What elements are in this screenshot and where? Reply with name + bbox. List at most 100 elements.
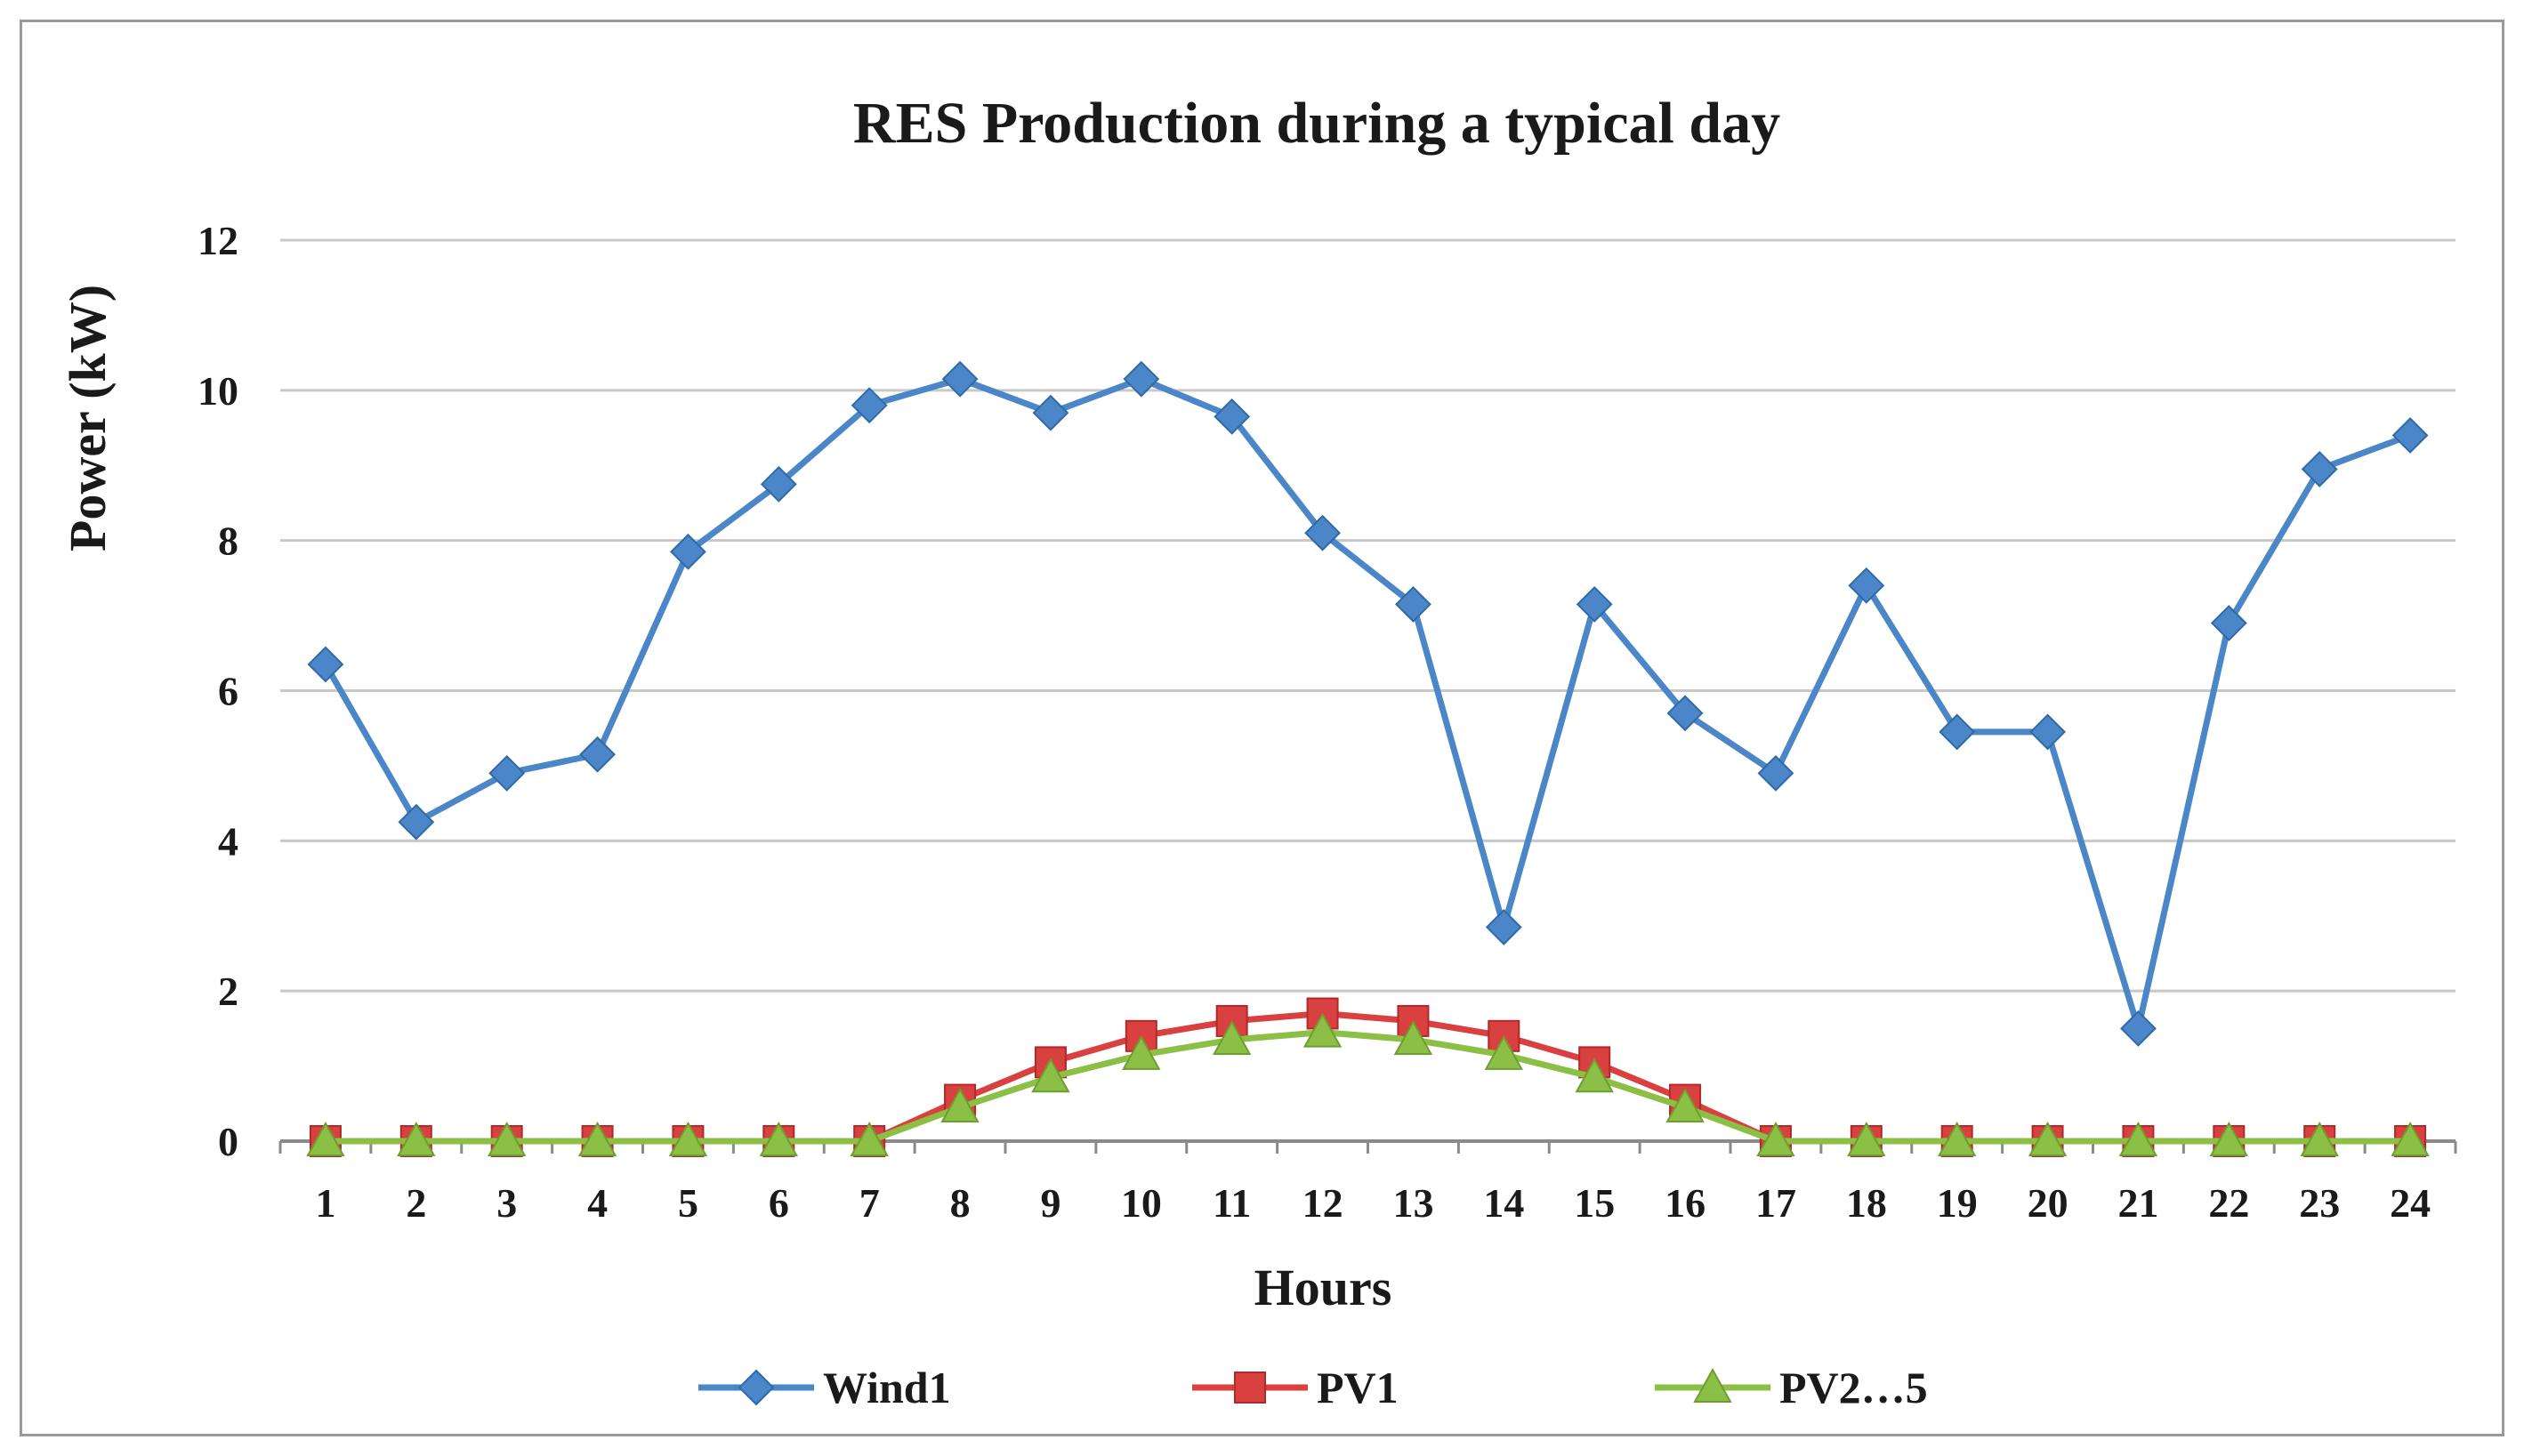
data-point — [941, 360, 979, 398]
x-axis-title: Hours — [1254, 1259, 1392, 1316]
data-point — [2391, 1121, 2430, 1156]
legend-marker — [1693, 1367, 1732, 1403]
data-point — [2120, 1010, 2157, 1047]
data-point — [1122, 1034, 1161, 1070]
series-triangle — [306, 1012, 2430, 1156]
x-tick-label: 6 — [769, 1180, 789, 1226]
data-point — [940, 1087, 980, 1123]
x-tick-label: 14 — [1483, 1180, 1524, 1226]
data-point — [1485, 908, 1522, 945]
series-square — [309, 997, 2427, 1157]
data-point — [1576, 586, 1613, 623]
x-tick-label: 21 — [2117, 1180, 2158, 1226]
x-tick-label: 5 — [678, 1180, 698, 1226]
data-point — [759, 1121, 799, 1156]
data-point — [1665, 1087, 1705, 1123]
data-point — [1756, 1121, 1795, 1156]
x-tick-label: 16 — [1665, 1180, 1706, 1226]
chart-title: RES Production during a typical day — [853, 91, 1780, 156]
x-tick-label: 1 — [315, 1180, 335, 1226]
data-point — [1393, 1019, 1433, 1056]
x-tick-label: 18 — [1846, 1180, 1887, 1226]
data-point — [2391, 417, 2429, 454]
series-line — [322, 375, 2412, 1032]
y-tick-labels: 0 2 4 6 8 10 12 — [198, 218, 238, 1164]
data-point — [488, 754, 526, 792]
data-point — [1302, 1012, 1343, 1048]
y-tick-label: 6 — [218, 669, 238, 714]
x-tick-label: 22 — [2208, 1180, 2249, 1226]
x-tick-label: 17 — [1755, 1180, 1796, 1226]
data-point — [1847, 1121, 1886, 1156]
data-point — [1666, 695, 1704, 732]
data-point — [306, 1121, 345, 1156]
data-point — [1575, 1058, 1614, 1093]
legend-marker — [1234, 1372, 1266, 1404]
legend-marker — [738, 1369, 775, 1406]
series-line — [325, 1010, 2411, 1145]
x-tick-label: 23 — [2299, 1180, 2340, 1226]
data-point — [1212, 1019, 1252, 1056]
data-point — [398, 803, 435, 841]
gridlines — [280, 238, 2455, 993]
chart-frame — [20, 20, 2504, 1436]
x-tick-label: 20 — [2028, 1180, 2068, 1226]
y-tick-label: 2 — [218, 969, 238, 1014]
data-point — [2209, 1121, 2249, 1156]
data-point — [579, 736, 616, 773]
x-tick-label: 2 — [406, 1180, 426, 1226]
series-line — [325, 1029, 2411, 1145]
data-point — [1937, 1121, 1977, 1156]
data-point — [2028, 1121, 2068, 1156]
y-tick-label: 10 — [198, 368, 238, 414]
y-tick-label: 4 — [218, 818, 238, 864]
y-tick-label: 8 — [218, 519, 238, 564]
data-point — [487, 1121, 527, 1156]
data-point — [1214, 398, 1251, 435]
data-point — [1395, 586, 1431, 623]
x-tick-label: 3 — [496, 1180, 517, 1226]
x-tick-label: 4 — [587, 1180, 608, 1226]
legend-label: PV1 — [1317, 1363, 1399, 1412]
series-diamond — [307, 360, 2429, 1047]
legend-label: Wind1 — [823, 1363, 951, 1412]
legend: Wind1 PV1 PV2…5 — [698, 1363, 1928, 1412]
x-tick-label: 11 — [1213, 1180, 1251, 1226]
x-tick-label: 7 — [859, 1180, 880, 1226]
data-point — [1304, 514, 1341, 551]
y-tick-label: 12 — [198, 218, 238, 263]
x-tick-label: 10 — [1121, 1180, 1162, 1226]
x-tick-label: 8 — [950, 1180, 971, 1226]
data-point — [1032, 394, 1069, 431]
data-point — [1123, 360, 1160, 398]
x-tick-label: 12 — [1302, 1180, 1343, 1226]
data-point — [851, 387, 888, 424]
data-point — [397, 1121, 436, 1156]
data-point — [670, 533, 706, 570]
data-point — [1484, 1034, 1524, 1070]
data-point — [2300, 1121, 2339, 1156]
x-tick-label: 24 — [2390, 1180, 2431, 1226]
x-tick-label: 9 — [1040, 1180, 1060, 1226]
x-tick-label: 15 — [1574, 1180, 1615, 1226]
data-point — [760, 465, 797, 503]
data-point — [1031, 1058, 1070, 1093]
series-group — [306, 360, 2430, 1157]
x-tick-label: 19 — [1937, 1180, 1978, 1226]
data-point — [2301, 451, 2338, 487]
data-point — [668, 1121, 708, 1156]
data-point — [2210, 605, 2247, 641]
data-point — [2029, 713, 2066, 751]
y-axis-title: Power (kW) — [59, 285, 117, 551]
y-tick-label: 0 — [218, 1119, 238, 1164]
x-tick-label: 13 — [1392, 1180, 1433, 1226]
data-point — [1939, 713, 1976, 751]
data-point — [307, 646, 344, 683]
data-point — [1757, 754, 1794, 792]
data-point — [2118, 1121, 2158, 1156]
data-point — [1848, 567, 1885, 604]
x-tick-labels: 1 2 3 4 5 6 7 8 9 10 11 12 13 14 15 16 17 18 19 20 21 22 23 24 — [315, 1180, 2431, 1226]
legend-label: PV2…5 — [1779, 1363, 1928, 1412]
data-point — [850, 1121, 889, 1156]
